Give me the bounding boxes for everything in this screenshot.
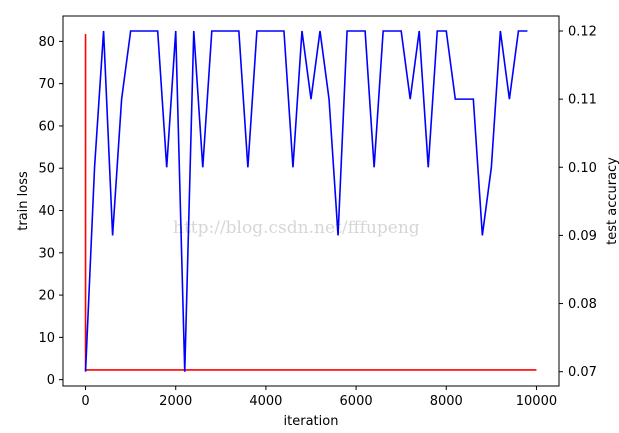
y-axis-right-label: test accuracy (605, 157, 619, 245)
y-left-tick-label: 40 (38, 204, 55, 219)
x-tick-label: 8000 (430, 394, 463, 409)
y-left-tick-label: 10 (38, 331, 55, 346)
y-right-tick-label: 0.08 (568, 297, 597, 312)
y-right-tick-label: 0.07 (568, 365, 597, 380)
y-right-tick-label: 0.09 (568, 229, 597, 244)
y-left-tick-label: 50 (38, 162, 55, 177)
test-accuracy-line (84, 30, 528, 372)
y-axis-left-label: train loss (16, 171, 31, 231)
y-left-tick-label: 20 (38, 289, 55, 304)
y-right-tick-label: 0.11 (568, 93, 597, 108)
y-axis-left: 0 10 20 30 40 50 60 70 80 (38, 35, 63, 388)
x-tick-label: 10000 (516, 394, 557, 409)
y-axis-right: 0.07 0.08 0.09 0.10 0.11 0.12 (559, 24, 597, 380)
watermark-text: http://blog.csdn.net/fffupeng (173, 218, 420, 238)
x-tick-label: 0 (81, 394, 89, 409)
x-tick-label: 2000 (159, 394, 192, 409)
x-tick-label: 6000 (340, 394, 373, 409)
series-layer (84, 30, 537, 372)
y-left-tick-label: 80 (38, 35, 55, 50)
y-right-tick-label: 0.12 (568, 24, 597, 39)
y-left-tick-label: 60 (38, 119, 55, 134)
x-tick-label: 4000 (249, 394, 282, 409)
plot-frame (62, 15, 560, 387)
y-left-tick-label: 70 (38, 77, 55, 92)
x-axis: 0 2000 4000 6000 8000 10000 (81, 386, 557, 409)
y-left-tick-label: 30 (38, 246, 55, 261)
train-loss-line (84, 34, 537, 371)
y-right-tick-label: 0.10 (568, 161, 597, 176)
x-axis-label: iteration (284, 414, 339, 429)
y-left-tick-label: 0 (47, 373, 55, 388)
